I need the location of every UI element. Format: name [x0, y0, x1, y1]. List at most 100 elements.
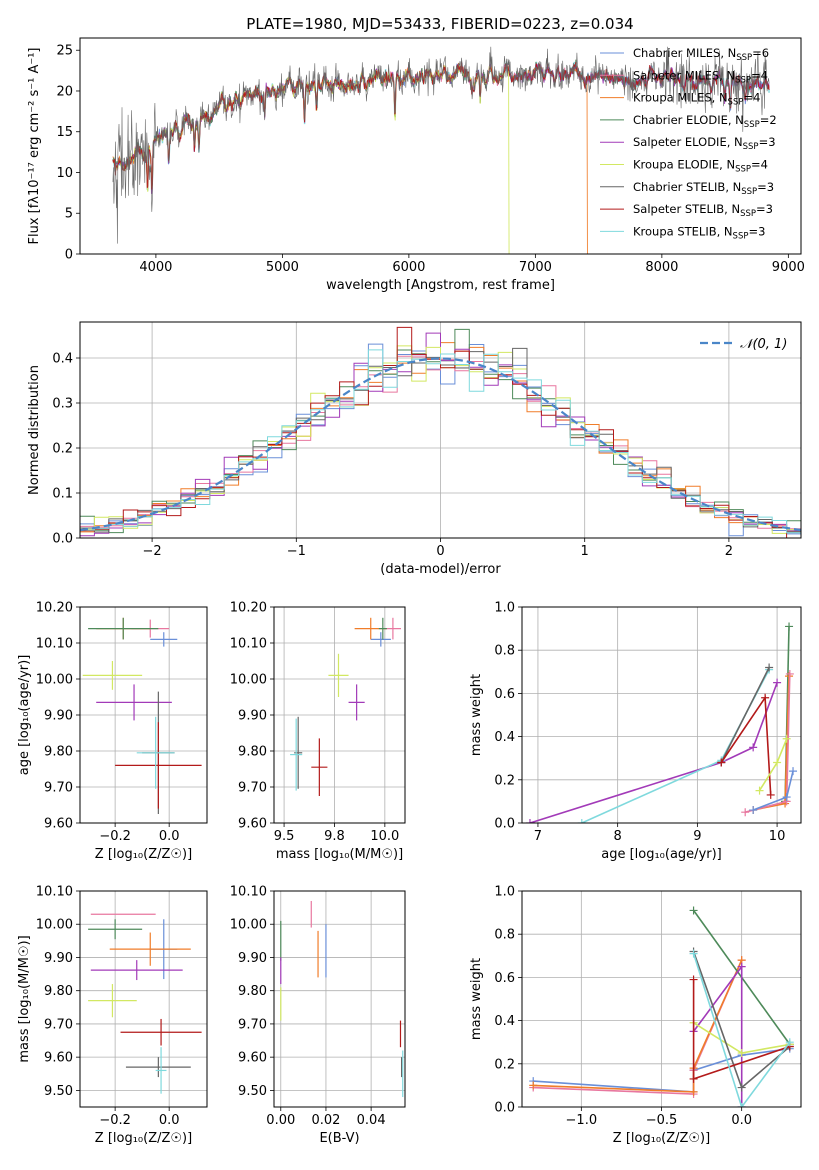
mass-vs-z-ytick-label: 10.10 — [36, 885, 73, 900]
residuals-ytick-label: 0.1 — [52, 487, 73, 502]
age-vs-mass-axes — [274, 606, 405, 824]
weight-marker-kroupa-miles — [529, 1081, 538, 1090]
age-vs-mass-xlabel: mass [log₁₀(M/M☉)] — [276, 847, 403, 862]
residuals-frame-group: −2 −1 0 1 2 0.0 0.1 0.2 0.3 0.4 (data-model)/error… — [27, 321, 802, 577]
residuals-axes — [80, 322, 801, 539]
age-vs-z-ytick-label: 9.80 — [44, 745, 73, 760]
age-vs-z-plot-area — [82, 617, 202, 814]
errorbar-chabrier-miles — [370, 632, 391, 647]
weight-marker-salpeter-stelib — [689, 1074, 698, 1083]
errorbar-salpeter-elodie — [90, 960, 183, 981]
legend-label-chabrier-elodie: Chabrier ELODIE, NSSP=2 — [633, 113, 777, 130]
age-vs-mass-ytick-label: 9.70 — [238, 781, 267, 796]
mass-vs-z-ylabel: mass [log₁₀(M/M☉)] — [17, 935, 32, 1062]
mass-vs-z-ytick-label: 9.50 — [44, 1084, 73, 1099]
errorbar-kroupa-miles — [109, 932, 191, 966]
mass-vs-z-frame-group: −0.2 0.0 9.50 9.60 9.70 9.80 9.90 10.00 10.10 Z [… — [17, 885, 208, 1146]
weight-marker-chabrier-elodie — [785, 622, 794, 631]
mass-vs-z-ytick-label: 10.00 — [36, 918, 73, 933]
weight-marker-chabrier-stelib — [765, 663, 774, 672]
age-vs-z-xlabel: Z [log₁₀(Z/Z☉)] — [95, 847, 192, 862]
age-vs-mass-plot-area — [290, 617, 401, 796]
hist-kroupa-stelib — [80, 349, 801, 534]
age-vs-mass-ytick-label: 10.10 — [230, 637, 267, 652]
mass-vs-ebv-ytick-label: 10.10 — [230, 885, 267, 900]
residuals-xtick-label: −1 — [287, 544, 306, 559]
mass-vs-z-xtick-label: −0.2 — [99, 1113, 131, 1128]
weight-marker-kroupa-stelib — [577, 819, 586, 823]
weight-marker-kroupa-stelib — [689, 949, 698, 958]
age-vs-z-ytick-label: 9.90 — [44, 709, 73, 724]
weight-marker-salpeter-stelib — [766, 790, 775, 799]
age-vs-z-ytick-label: 10.10 — [36, 637, 73, 652]
legend-label-salpeter-stelib: Salpeter STELIB, NSSP=3 — [633, 202, 773, 219]
weight-line-chabrier-stelib — [720, 667, 770, 763]
spectrum-legend: Chabrier MILES, NSSP=6 Salpeter MILES, NS… — [600, 46, 777, 241]
weights-vs-z-ytick-label: 1.0 — [494, 885, 515, 900]
spectrum-xtick-label: 5000 — [266, 260, 299, 275]
legend-label-gaussian: 𝒩(0, 1) — [740, 337, 787, 352]
weight-marker-chabrier-miles — [782, 793, 791, 802]
spectrum-xtick-label: 6000 — [392, 260, 425, 275]
mass-vs-ebv-xtick-label: 0.02 — [311, 1113, 340, 1128]
weights-vs-z-ytick-label: 0.0 — [494, 1101, 515, 1116]
spectrum-xtick-label: 4000 — [139, 260, 172, 275]
legend-label-salpeter-miles: Salpeter MILES, NSSP=4 — [633, 68, 768, 85]
errorbar-salpeter-miles — [384, 617, 401, 640]
spectrum-ytick-label: 20 — [56, 84, 73, 99]
residuals-plot-area — [80, 326, 801, 538]
spectrum-ytick-label: 15 — [56, 125, 73, 140]
age-vs-z-xtick-label: −0.2 — [99, 829, 131, 844]
mass-vs-ebv-ytick-label: 9.80 — [238, 984, 267, 999]
weight-marker-salpeter-elodie — [749, 743, 758, 752]
weight-line-kroupa-stelib — [692, 953, 791, 1107]
residuals-xlabel: (data-model)/error — [380, 562, 501, 577]
weight-marker-kroupa-elodie — [773, 758, 782, 767]
weights-vs-age-ytick-label: 0.6 — [494, 687, 515, 702]
errorbar-chabrier-elodie — [88, 919, 143, 940]
age-vs-z-xtick-label: 0.0 — [159, 829, 180, 844]
weights-vs-z-ylabel: mass weight — [469, 958, 484, 1040]
age-vs-z-ytick-label: 10.20 — [36, 601, 73, 616]
spectrum-ytick-label: 25 — [56, 44, 73, 59]
weight-marker-salpeter-elodie — [737, 962, 746, 971]
weights-vs-age-ytick-label: 1.0 — [494, 601, 515, 616]
weight-marker-salpeter-elodie — [525, 819, 534, 823]
mass-vs-z-xtick-label: 0.0 — [159, 1113, 180, 1128]
age-vs-mass-xtick-label: 10.0 — [370, 829, 399, 844]
mass-vs-ebv-ytick-label: 9.50 — [238, 1084, 267, 1099]
weight-marker-salpeter-miles — [785, 669, 794, 678]
legend-label-kroupa-elodie: Kroupa ELODIE, NSSP=4 — [633, 158, 768, 175]
weight-marker-chabrier-miles — [749, 806, 758, 815]
weight-marker-kroupa-elodie — [782, 734, 791, 743]
errorbar-salpeter-elodie — [96, 684, 172, 721]
residuals-ytick-label: 0.3 — [52, 397, 73, 412]
weights-vs-age-plot-area — [525, 622, 798, 823]
weights-vs-age-ytick-label: 0.4 — [494, 730, 515, 745]
weights-vs-z-ytick-label: 0.8 — [494, 928, 515, 943]
spectrum-ytick-label: 0 — [65, 248, 73, 263]
mass-vs-ebv-xtick-label: 0.04 — [357, 1113, 386, 1128]
age-vs-mass-ytick-label: 9.60 — [238, 817, 267, 832]
mass-vs-ebv-ytick-label: 9.70 — [238, 1017, 267, 1032]
legend-label-salpeter-elodie: Salpeter ELODIE, NSSP=3 — [633, 135, 776, 152]
weights-vs-age-frame — [521, 606, 802, 824]
age-vs-mass-xtick-label: 9.8 — [324, 829, 345, 844]
age-vs-z-ytick-label: 9.70 — [44, 781, 73, 796]
spectrum-frame-group: 4000 5000 6000 7000 8000 9000 0 5 10 15 20 25 wavele… — [27, 37, 805, 293]
legend-label-chabrier-miles: Chabrier MILES, NSSP=6 — [633, 46, 769, 63]
weight-marker-salpeter-elodie — [773, 678, 782, 687]
weight-marker-kroupa-elodie — [755, 786, 764, 795]
age-vs-mass-xtick-label: 9.5 — [274, 829, 295, 844]
spectrum-title: PLATE=1980, MJD=53433, FIBERID=0223, z=0… — [246, 15, 633, 33]
spectrum-axes — [112, 46, 770, 254]
hist-salpeter-elodie — [80, 332, 801, 537]
weight-marker-salpeter-stelib — [717, 758, 726, 767]
spectrum-xtick-label: 9000 — [772, 260, 805, 275]
spectrum-ytick-label: 5 — [65, 207, 73, 222]
mass-vs-z-xlabel: Z [log₁₀(Z/Z☉)] — [95, 1131, 192, 1146]
mass-vs-ebv-frame — [273, 890, 406, 1108]
spectrum-data-line — [112, 46, 770, 244]
weight-marker-kroupa-stelib — [785, 1038, 794, 1047]
errorbar-salpeter-stelib — [115, 722, 202, 809]
